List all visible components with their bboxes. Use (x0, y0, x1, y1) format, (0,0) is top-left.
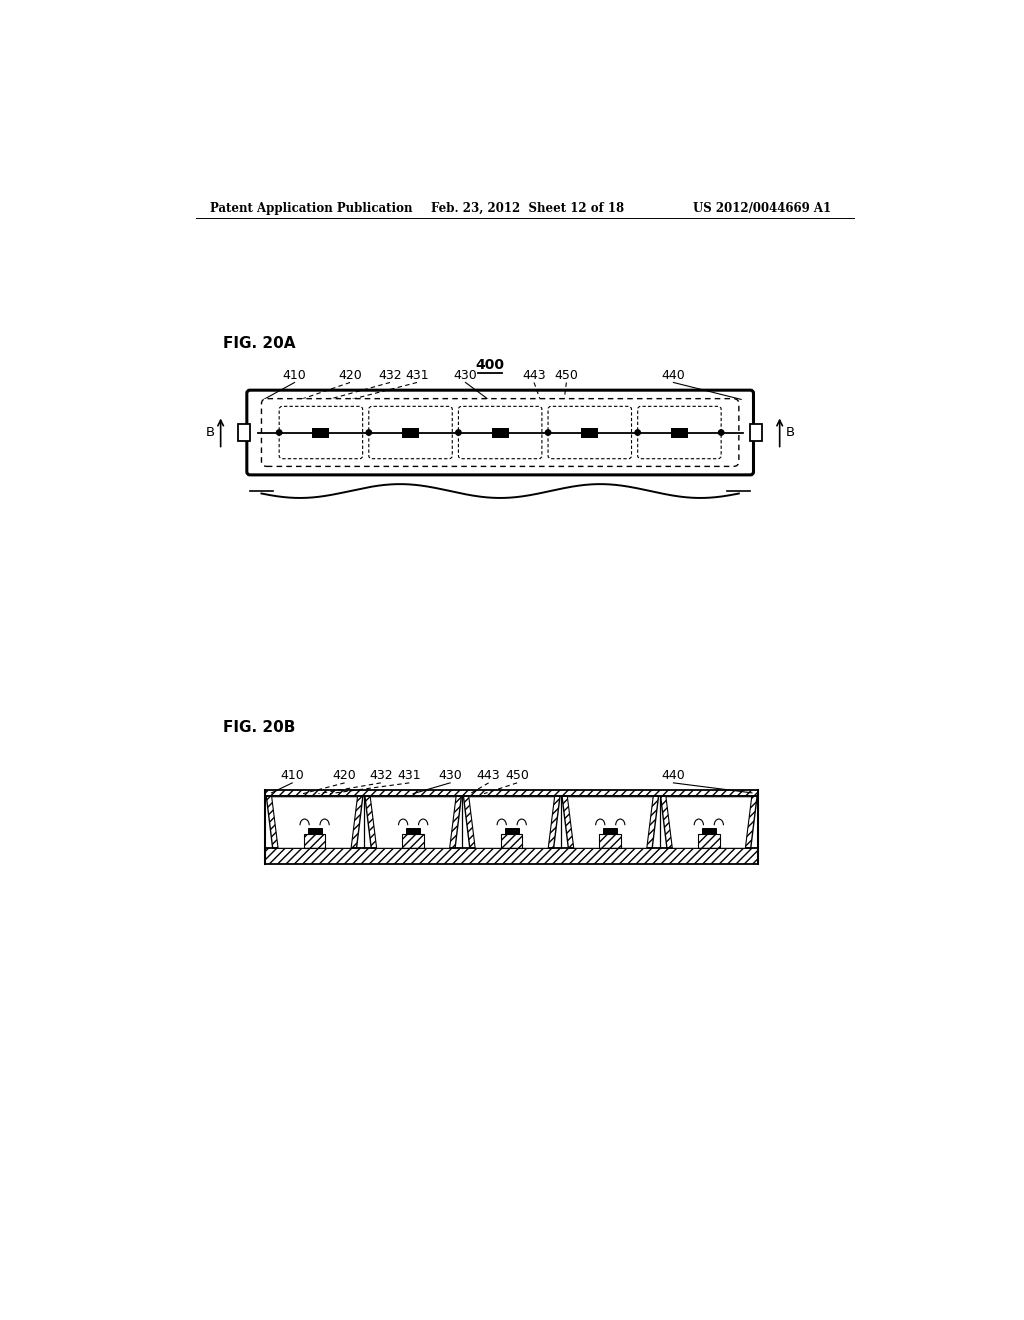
Bar (265, 849, 758, 863)
Text: Feb. 23, 2012  Sheet 12 of 18: Feb. 23, 2012 Sheet 12 of 18 (431, 202, 624, 215)
Text: 410: 410 (281, 770, 304, 781)
Bar (582, 428, 598, 437)
Circle shape (635, 430, 640, 436)
Circle shape (456, 430, 461, 436)
Bar (307, 829, 322, 834)
Bar (599, 834, 621, 849)
Text: B: B (785, 426, 795, 440)
Text: 430: 430 (438, 770, 462, 781)
Circle shape (546, 430, 551, 436)
Text: 443: 443 (522, 368, 546, 381)
Bar (402, 428, 419, 437)
Polygon shape (469, 797, 555, 849)
Text: 450: 450 (505, 770, 529, 781)
Polygon shape (271, 797, 357, 849)
FancyBboxPatch shape (638, 407, 721, 459)
Bar (402, 834, 424, 849)
Bar (407, 829, 420, 834)
FancyBboxPatch shape (459, 407, 542, 459)
Text: 443: 443 (477, 770, 501, 781)
Bar (265, 789, 758, 796)
Text: B: B (205, 426, 214, 440)
Bar (505, 829, 518, 834)
Text: 440: 440 (662, 368, 685, 381)
Text: 430: 430 (454, 368, 477, 381)
FancyBboxPatch shape (280, 407, 362, 459)
Circle shape (367, 430, 372, 436)
Text: 420: 420 (338, 368, 361, 381)
Bar (671, 428, 688, 437)
FancyBboxPatch shape (261, 399, 739, 466)
Text: 420: 420 (333, 770, 356, 781)
Text: 431: 431 (397, 770, 421, 781)
Bar (603, 829, 617, 834)
Bar (698, 834, 720, 849)
Text: Patent Application Publication: Patent Application Publication (210, 202, 413, 215)
Circle shape (719, 430, 724, 436)
Text: 432: 432 (369, 770, 392, 781)
Bar (239, 424, 250, 441)
Text: 410: 410 (283, 368, 306, 381)
Text: US 2012/0044669 A1: US 2012/0044669 A1 (692, 202, 830, 215)
Bar (492, 428, 509, 437)
FancyBboxPatch shape (247, 391, 754, 475)
Text: 400: 400 (476, 359, 505, 372)
Polygon shape (371, 797, 456, 849)
Bar (501, 834, 522, 849)
Text: 440: 440 (662, 770, 685, 781)
Polygon shape (666, 797, 752, 849)
Bar (304, 834, 326, 849)
Bar (751, 424, 762, 441)
Bar (701, 829, 716, 834)
FancyBboxPatch shape (548, 407, 632, 459)
Text: 450: 450 (554, 368, 579, 381)
Text: FIG. 20B: FIG. 20B (223, 721, 295, 735)
Text: 432: 432 (378, 368, 401, 381)
Text: FIG. 20A: FIG. 20A (223, 335, 296, 351)
Circle shape (276, 430, 282, 436)
FancyBboxPatch shape (369, 407, 453, 459)
Bar (312, 428, 330, 437)
Polygon shape (567, 797, 653, 849)
Text: 431: 431 (406, 368, 429, 381)
